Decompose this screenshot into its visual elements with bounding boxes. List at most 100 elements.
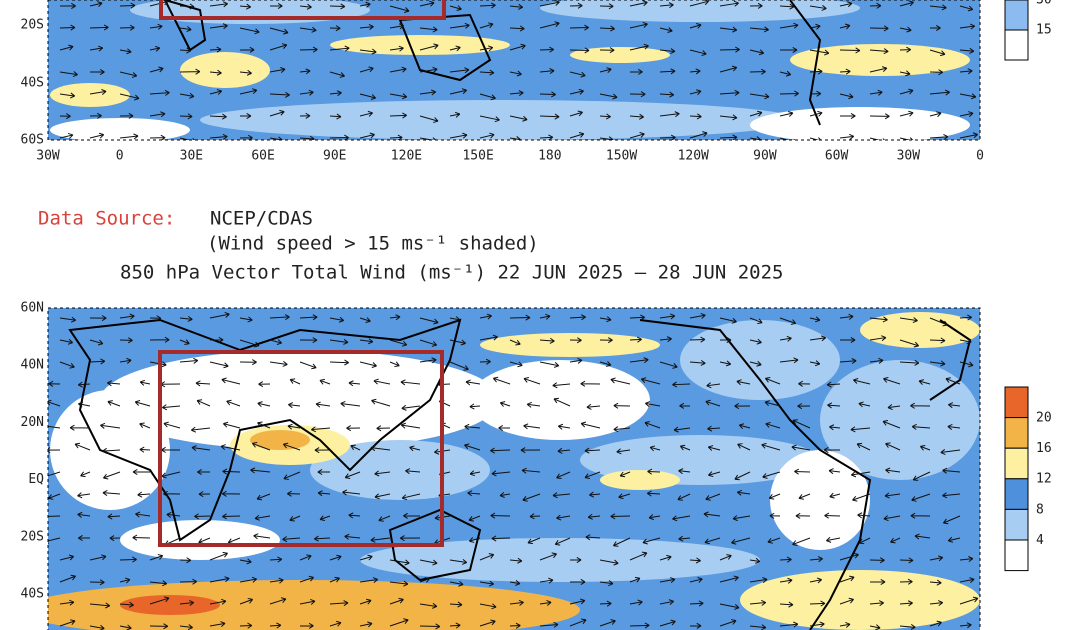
wind-arrow — [269, 556, 283, 563]
wind-arrow — [465, 379, 481, 386]
wind-arrow — [599, 559, 619, 566]
wind-arrow — [190, 426, 211, 433]
wind-arrow — [132, 468, 151, 475]
wind-arrow — [677, 493, 691, 501]
wind-arrow — [469, 470, 481, 477]
wind-arrow — [329, 359, 350, 366]
wind-arrow — [599, 619, 616, 627]
wind-arrow — [899, 26, 912, 33]
wind-arrow — [119, 93, 140, 101]
wind-arrow — [883, 515, 901, 522]
wind-arrow — [119, 556, 137, 563]
wind-arrow — [823, 446, 841, 453]
wind-arrow — [269, 67, 286, 73]
source: NCEP/CDAS — [210, 208, 313, 230]
wind-arrow — [764, 377, 781, 385]
wind-arrow — [599, 136, 614, 140]
wind-arrow — [569, 556, 582, 563]
wind-arrow — [767, 537, 781, 544]
wind-arrow — [929, 4, 947, 11]
wind-arrow — [569, 24, 589, 31]
wind-arrow — [179, 624, 193, 630]
wind-arrow — [689, 68, 701, 75]
wind-arrow — [239, 359, 257, 366]
wind-arrow — [659, 68, 676, 75]
wind-arrow — [719, 65, 738, 73]
wind-arrow — [209, 361, 229, 369]
wind-arrow — [139, 422, 151, 429]
wind-arrow — [791, 444, 811, 451]
wind-arrow — [899, 623, 916, 630]
wind-arrow — [250, 467, 271, 474]
wind-arrow — [419, 317, 439, 325]
legend-label: 15 — [1036, 23, 1052, 38]
x-label: 30W — [897, 149, 921, 164]
wind-arrow — [869, 316, 888, 323]
wind-arrow — [449, 339, 466, 346]
x-label: 120E — [391, 149, 422, 164]
wind-arrow — [557, 423, 571, 430]
wind-arrow — [899, 339, 920, 348]
wind-arrow — [161, 446, 181, 453]
wind-arrow — [479, 22, 494, 29]
wind-arrow — [509, 579, 521, 586]
wind-arrow — [179, 315, 193, 322]
wind-arrow — [166, 511, 181, 518]
wind-arrow — [221, 377, 241, 385]
wind-arrow — [209, 621, 226, 628]
wind-arrow — [765, 421, 781, 429]
wind-arrow — [556, 514, 571, 521]
y-label: 40N — [21, 358, 44, 373]
wind-arrow — [269, 597, 287, 605]
wind-arrow — [719, 360, 732, 367]
wind-arrow — [289, 378, 301, 385]
wind-arrow — [779, 22, 799, 29]
wind-arrow — [589, 491, 601, 498]
wind-arrow — [869, 89, 883, 96]
wind-arrow — [629, 0, 648, 7]
wind-arrow — [853, 378, 871, 385]
wind-arrow — [149, 554, 164, 561]
wind-arrow — [586, 403, 601, 410]
wind-arrow — [209, 311, 230, 319]
wind-arrow — [610, 513, 631, 520]
wind-arrow — [918, 379, 931, 385]
wind-arrow — [491, 470, 511, 477]
wind-arrow — [89, 69, 105, 76]
wind-arrow — [479, 115, 500, 123]
wind-arrow — [706, 382, 721, 389]
wind-arrow — [629, 551, 648, 561]
legend-swatch — [1004, 508, 1029, 541]
wind-arrow — [239, 88, 258, 95]
wind-arrow — [491, 535, 511, 542]
wind-arrow — [359, 598, 372, 605]
wind-arrow — [809, 110, 823, 117]
wind-arrow — [149, 66, 164, 73]
wind-arrow — [689, 49, 707, 56]
wind-arrow — [629, 43, 649, 51]
wind-arrow — [569, 618, 587, 627]
wind-arrow — [48, 425, 61, 429]
wind-arrow — [539, 361, 560, 368]
wind-arrow — [629, 576, 641, 583]
wind-arrow — [89, 315, 107, 322]
wind-arrow — [370, 445, 391, 452]
wind-arrow — [885, 442, 901, 451]
wind-arrow — [779, 70, 792, 77]
wind-arrow — [77, 492, 91, 499]
wind-arrow — [839, 93, 854, 100]
wind-arrow — [269, 360, 288, 367]
wind-arrow — [629, 132, 645, 139]
wind-arrow — [762, 471, 781, 479]
wind-arrow — [839, 597, 855, 605]
x-label: 150E — [462, 149, 493, 164]
wind-arrow — [100, 422, 121, 429]
wind-arrow — [689, 131, 708, 139]
wind-arrow — [161, 471, 181, 479]
x-label: 60E — [251, 149, 274, 164]
wind-arrow — [359, 24, 374, 30]
wind-arrow — [869, 113, 890, 120]
wind-arrow — [137, 491, 151, 498]
wind-arrow — [359, 554, 373, 561]
wind-arrow — [479, 619, 496, 627]
